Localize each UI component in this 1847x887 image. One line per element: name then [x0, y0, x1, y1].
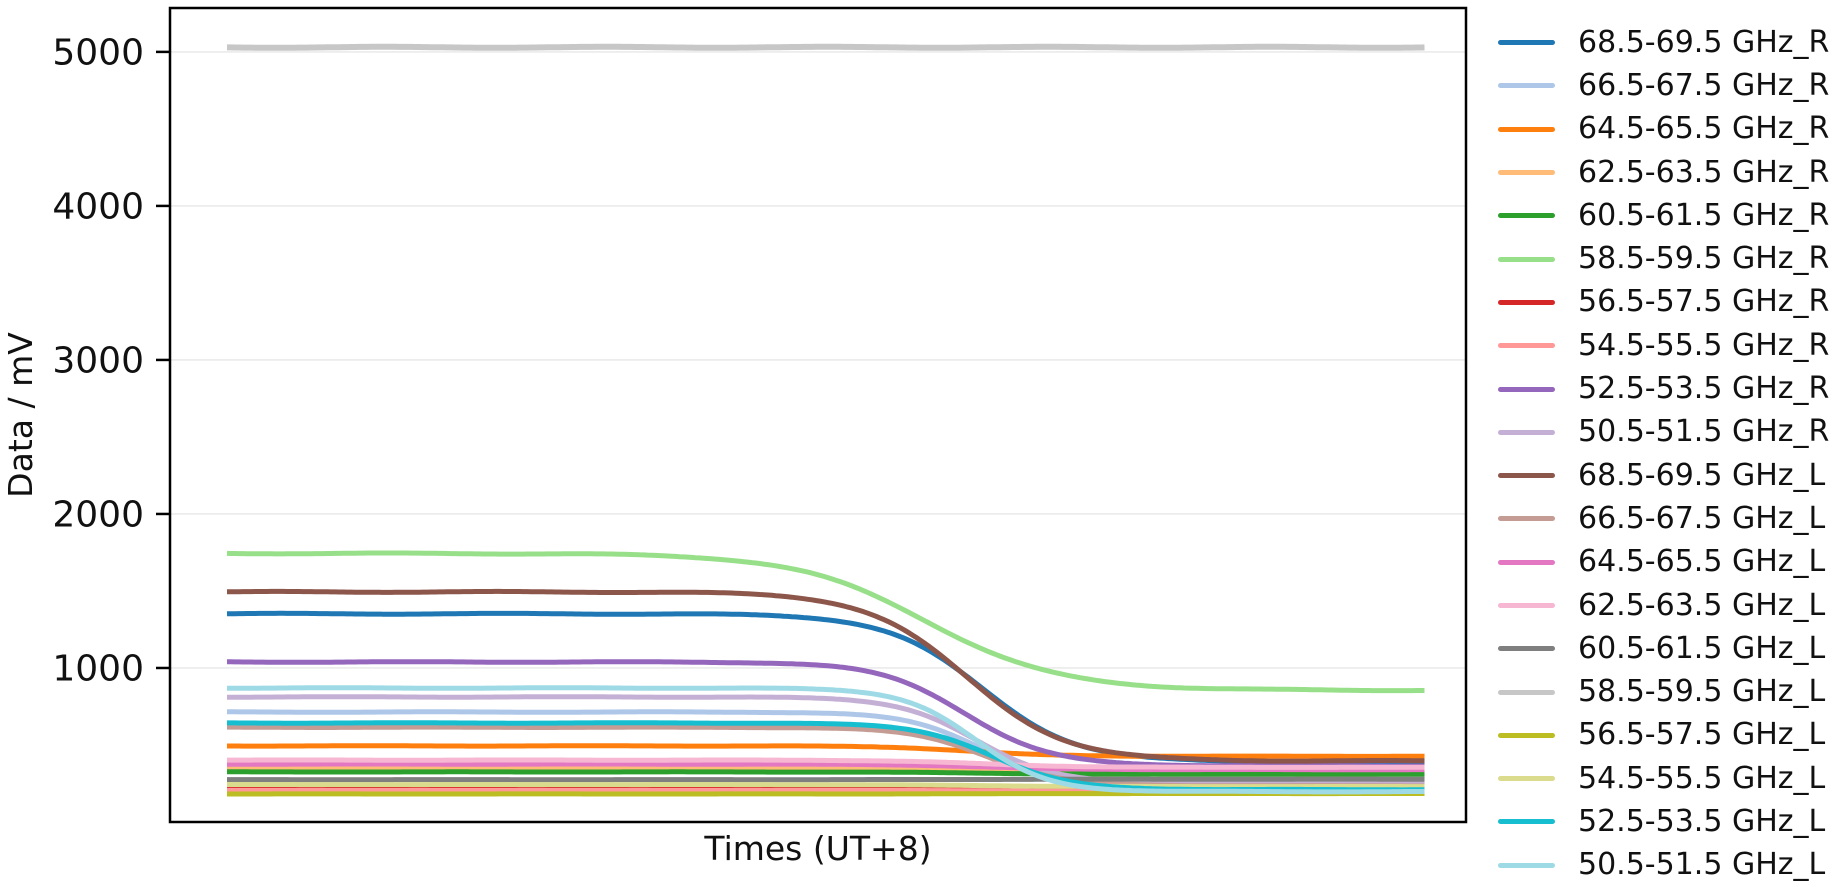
legend-line-swatch	[1498, 213, 1555, 219]
legend-line-swatch	[1498, 126, 1555, 132]
series-lines	[226, 43, 1425, 797]
series-line	[227, 776, 1425, 783]
legend-label: 50.5-51.5 GHz_L	[1578, 847, 1826, 883]
legend-label: 58.5-59.5 GHz_L	[1578, 674, 1826, 710]
legend-line-swatch	[1498, 862, 1555, 868]
legend-line-swatch	[1498, 819, 1555, 825]
legend-line-swatch	[1498, 40, 1555, 46]
legend-item: 52.5-53.5 GHz_L	[1498, 800, 1843, 843]
legend-line-swatch	[1498, 343, 1555, 349]
series-line	[227, 588, 1425, 764]
y-tick-label: 2000	[52, 495, 144, 536]
series-line	[227, 757, 1425, 770]
legend-item: 50.5-51.5 GHz_L	[1498, 844, 1843, 887]
plot-frame	[168, 6, 1468, 824]
legend-label: 66.5-67.5 GHz_L	[1578, 500, 1826, 536]
legend-item: 58.5-59.5 GHz_R	[1498, 237, 1843, 280]
legend-line-swatch	[1498, 732, 1555, 738]
legend-item: 60.5-61.5 GHz_R	[1498, 194, 1843, 237]
series-line	[227, 694, 1425, 786]
legend-label: 66.5-67.5 GHz_R	[1578, 67, 1830, 103]
y-tick-label: 4000	[52, 187, 144, 228]
legend-line-swatch	[1498, 776, 1555, 782]
legend-item: 66.5-67.5 GHz_R	[1498, 64, 1843, 107]
legend-label: 62.5-63.5 GHz_R	[1578, 154, 1830, 190]
legend-label: 50.5-51.5 GHz_R	[1578, 414, 1830, 450]
y-axis-label: Data / mV	[1, 332, 40, 498]
legend-item: 66.5-67.5 GHz_L	[1498, 497, 1843, 540]
legend-item: 56.5-57.5 GHz_R	[1498, 281, 1843, 324]
legend-item: 64.5-65.5 GHz_R	[1498, 108, 1843, 151]
legend-line-swatch	[1498, 429, 1555, 435]
legend-line-swatch	[1498, 386, 1555, 392]
legend-line-swatch	[1498, 299, 1555, 305]
y-axis-ticks: 1000 2000 3000 4000 5000	[52, 32, 170, 690]
y-tick-label: 1000	[52, 649, 144, 690]
y-tick-label: 3000	[52, 341, 144, 382]
legend-line-swatch	[1498, 516, 1555, 522]
legend-label: 60.5-61.5 GHz_L	[1578, 630, 1826, 666]
gridlines	[170, 51, 1466, 669]
legend-label: 52.5-53.5 GHz_R	[1578, 371, 1830, 407]
series-line	[227, 769, 1425, 777]
legend-label: 52.5-53.5 GHz_L	[1578, 803, 1826, 839]
legend-item: 68.5-69.5 GHz_R	[1498, 21, 1843, 64]
legend-item: 54.5-55.5 GHz_R	[1498, 324, 1843, 367]
legend-line-swatch	[1498, 603, 1555, 608]
series-line	[226, 550, 1425, 694]
legend-label: 56.5-57.5 GHz_L	[1578, 717, 1826, 753]
legend-item: 56.5-57.5 GHz_L	[1498, 714, 1843, 757]
legend-item: 62.5-63.5 GHz_R	[1498, 151, 1843, 194]
legend-label: 64.5-65.5 GHz_R	[1578, 111, 1830, 147]
series-line	[227, 43, 1425, 51]
legend-line-swatch	[1498, 256, 1555, 262]
legend-item: 54.5-55.5 GHz_L	[1498, 757, 1843, 800]
y-tick-label: 5000	[52, 32, 144, 73]
series-line	[227, 782, 1425, 790]
legend-item: 68.5-69.5 GHz_L	[1498, 454, 1843, 497]
legend-line-swatch	[1498, 689, 1555, 695]
legend-label: 60.5-61.5 GHz_R	[1578, 197, 1830, 233]
legend-label: 54.5-55.5 GHz_L	[1578, 760, 1826, 796]
legend-line-swatch	[1498, 646, 1555, 652]
legend-label: 56.5-57.5 GHz_R	[1578, 284, 1830, 320]
legend-line-swatch	[1498, 170, 1555, 176]
legend-label: 68.5-69.5 GHz_R	[1578, 24, 1830, 60]
legend-line-swatch	[1498, 473, 1555, 479]
legend-item: 58.5-59.5 GHz_L	[1498, 670, 1843, 713]
x-axis-label: Times (UT+8)	[703, 829, 931, 868]
legend-label: 64.5-65.5 GHz_L	[1578, 544, 1826, 580]
series-line	[227, 743, 1425, 759]
legend-item: 52.5-53.5 GHz_R	[1498, 367, 1843, 410]
legend-line-swatch	[1498, 83, 1555, 89]
legend-item: 60.5-61.5 GHz_L	[1498, 627, 1843, 670]
legend-item: 50.5-51.5 GHz_R	[1498, 411, 1843, 454]
legend-item: 64.5-65.5 GHz_L	[1498, 541, 1843, 584]
legend-item: 62.5-63.5 GHz_L	[1498, 584, 1843, 627]
legend-label: 54.5-55.5 GHz_R	[1578, 327, 1830, 363]
legend-label: 62.5-63.5 GHz_L	[1578, 587, 1826, 623]
legend-label: 58.5-59.5 GHz_R	[1578, 241, 1830, 277]
legend-label: 68.5-69.5 GHz_L	[1578, 457, 1826, 493]
series-line	[227, 685, 1425, 795]
legend: 68.5-69.5 GHz_R 66.5-67.5 GHz_R 64.5-65.5 …	[1498, 21, 1843, 887]
legend-line-swatch	[1498, 559, 1555, 565]
